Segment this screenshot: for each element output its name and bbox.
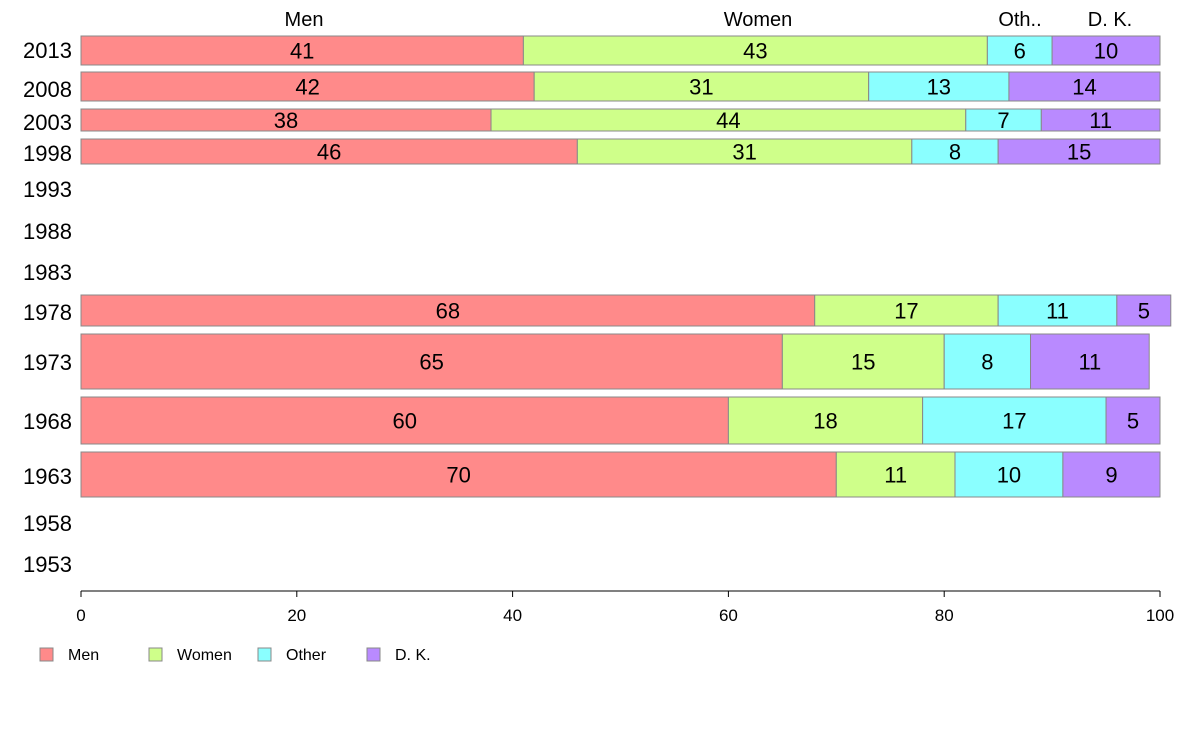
year-label: 1983 — [23, 260, 72, 285]
legend-label: Other — [286, 647, 327, 664]
bar-segment — [1062, 451, 1161, 498]
bar-segment — [727, 396, 924, 445]
column-header-label: Men — [285, 9, 324, 31]
year-label: 1958 — [23, 511, 72, 536]
bar-segment — [522, 35, 988, 66]
year-label: 1968 — [23, 409, 72, 434]
data-label: 5 — [1138, 299, 1150, 324]
data-label: 11 — [884, 463, 907, 488]
year-label: 2013 — [23, 38, 72, 63]
data-label: 7 — [997, 108, 1009, 133]
legend-swatch — [257, 647, 272, 662]
bar-segment — [1051, 35, 1161, 66]
legend-swatch — [366, 647, 381, 662]
year-label: 1998 — [23, 141, 72, 166]
bar-segment — [922, 396, 1107, 445]
data-label: 11 — [1089, 108, 1112, 133]
legend-swatch — [39, 647, 54, 662]
data-label: 42 — [295, 75, 319, 100]
bar-segment — [835, 451, 956, 498]
bar-segment — [814, 294, 999, 327]
data-label: 17 — [1002, 409, 1026, 434]
bar-segment — [997, 138, 1161, 165]
data-label: 38 — [274, 108, 298, 133]
bar-segment — [781, 333, 945, 390]
bar-segment — [1105, 396, 1161, 445]
year-label: 1993 — [23, 177, 72, 202]
data-label: 44 — [716, 108, 740, 133]
bar-segment — [80, 71, 535, 102]
data-label: 46 — [317, 140, 341, 165]
bar-segment — [80, 396, 729, 445]
data-label: 15 — [851, 350, 875, 375]
bar-segment — [911, 138, 999, 165]
bar-segment — [997, 294, 1118, 327]
data-label: 17 — [894, 299, 918, 324]
bar-segment — [80, 333, 783, 390]
data-label: 68 — [436, 299, 460, 324]
x-tick-label: 60 — [719, 606, 738, 625]
legend-label: Men — [68, 647, 99, 664]
year-label: 1973 — [23, 350, 72, 375]
column-header-label: Oth.. — [998, 9, 1041, 31]
year-label: 1963 — [23, 464, 72, 489]
data-label: 13 — [927, 75, 951, 100]
bar-segment — [868, 71, 1010, 102]
data-label: 5 — [1127, 409, 1139, 434]
x-tick-label: 40 — [503, 606, 522, 625]
data-label: 8 — [981, 350, 993, 375]
year-label: 1978 — [23, 300, 72, 325]
data-label: 6 — [1014, 39, 1026, 64]
bar-segment — [576, 138, 913, 165]
column-header-label: D. K. — [1088, 9, 1132, 31]
bar-segment — [986, 35, 1053, 66]
bar-segment — [80, 35, 524, 66]
data-label: 8 — [949, 140, 961, 165]
legend-label: D. K. — [395, 647, 431, 664]
data-label: 70 — [446, 463, 470, 488]
x-tick-label: 0 — [76, 606, 85, 625]
x-tick-label: 100 — [1146, 606, 1174, 625]
year-label: 1988 — [23, 219, 72, 244]
legend-label: Women — [177, 647, 232, 664]
data-label: 31 — [689, 75, 713, 100]
legend-swatch — [148, 647, 163, 662]
bar-segment — [1030, 333, 1150, 390]
data-label: 15 — [1067, 140, 1091, 165]
data-label: 14 — [1072, 75, 1096, 100]
data-label: 43 — [743, 39, 767, 64]
data-label: 18 — [813, 409, 837, 434]
data-label: 11 — [1078, 350, 1101, 375]
data-label: 31 — [732, 140, 756, 165]
year-label: 1953 — [23, 552, 72, 577]
data-label: 41 — [290, 39, 314, 64]
data-label: 10 — [997, 463, 1021, 488]
x-tick-label: 20 — [287, 606, 306, 625]
bar-segment — [1008, 71, 1161, 102]
year-label: 2008 — [23, 77, 72, 102]
bar-segment — [80, 294, 816, 327]
year-label: 2003 — [23, 110, 72, 135]
bar-segment — [1116, 294, 1172, 327]
data-label: 9 — [1105, 463, 1117, 488]
data-label: 60 — [392, 409, 416, 434]
data-label: 11 — [1046, 299, 1069, 324]
x-tick-label: 80 — [935, 606, 954, 625]
bar-segment — [80, 138, 578, 165]
data-label: 65 — [419, 350, 443, 375]
data-label: 10 — [1094, 39, 1118, 64]
bar-segment — [1040, 108, 1161, 132]
bar-segment — [954, 451, 1064, 498]
bar-segment — [533, 71, 870, 102]
column-header-label: Women — [724, 9, 793, 31]
